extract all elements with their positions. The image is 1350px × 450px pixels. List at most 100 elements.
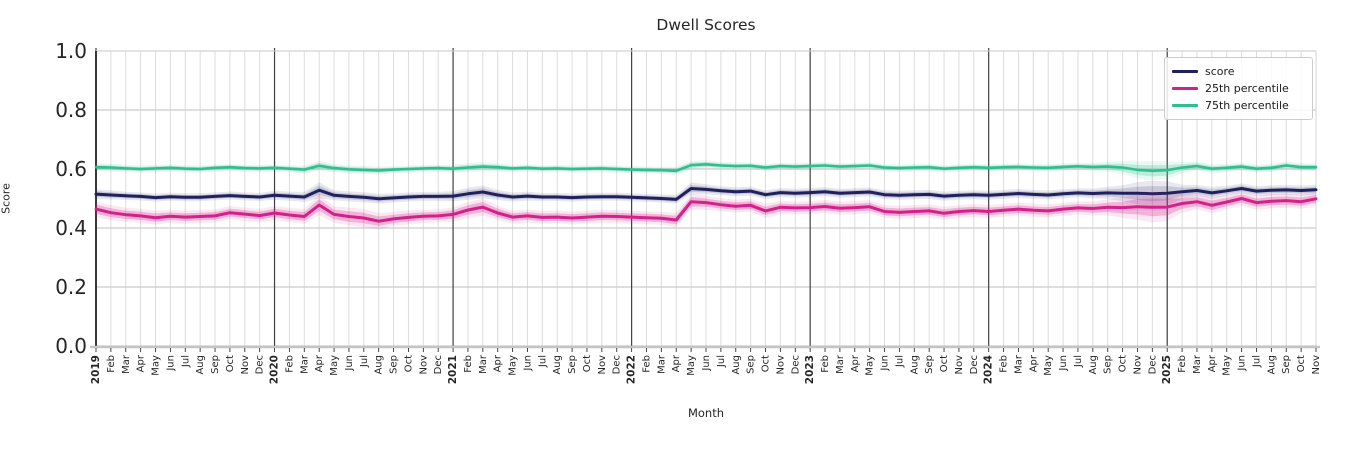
x-tick-month: Oct	[1118, 355, 1129, 372]
x-tick-month: Dec	[612, 355, 623, 374]
x-tick-month: Jun	[522, 355, 533, 372]
x-tick-month: Apr	[314, 354, 325, 372]
x-tick-month: Nov	[418, 355, 429, 375]
x-tick-month: Jun	[344, 355, 355, 372]
legend-item-75th-percentile: 75th percentile	[1172, 97, 1305, 114]
x-tick-month: Jul	[359, 355, 370, 368]
x-tick-month: Mar	[1013, 354, 1024, 374]
x-tick-month: May	[1043, 355, 1054, 376]
series-25th-percentile	[94, 191, 1318, 230]
x-tick-month: Jul	[1251, 355, 1262, 368]
x-axis-label: Month	[687, 406, 725, 420]
x-tick-month: Sep	[746, 355, 757, 374]
x-tick-month: May	[151, 355, 162, 376]
x-tick-month: Feb	[999, 355, 1010, 373]
x-tick-month: Jul	[894, 355, 905, 368]
y-tick: 0.0	[55, 334, 87, 358]
x-tick-month: Jul	[1073, 355, 1084, 368]
x-tick-month: Mar	[478, 354, 489, 374]
x-tick-year: 2021	[447, 355, 459, 384]
x-tick-month: Mar	[656, 354, 667, 374]
x-tick-month: Apr	[850, 354, 861, 372]
x-tick-month: Apr	[1028, 354, 1039, 372]
x-tick-month: Aug	[731, 355, 742, 375]
score-confidence-band	[96, 180, 1316, 207]
x-tick-month: May	[1222, 355, 1233, 376]
x-tick-month: Sep	[210, 355, 221, 374]
x-tick-month: Jul	[537, 355, 548, 368]
score-line-swatch	[1172, 70, 1198, 73]
75th-percentile-confidence-band	[96, 161, 1316, 177]
percentile75-line-swatch	[1172, 104, 1198, 107]
x-tick-month: Apr	[671, 354, 682, 372]
x-tick-month: Sep	[1281, 355, 1292, 374]
x-tick-month: Sep	[924, 355, 935, 374]
x-tick-year: 2020	[269, 355, 281, 384]
y-tick: 0.2	[55, 275, 87, 299]
legend-label-25th-percentile: 25th percentile	[1205, 82, 1289, 95]
x-tick-month: Aug	[374, 355, 385, 375]
x-tick-month: May	[508, 355, 519, 376]
x-tick-month: Mar	[1192, 354, 1203, 374]
x-tick-month: Nov	[597, 355, 608, 375]
x-tick-month: May	[329, 355, 340, 376]
x-tick-month: Apr	[1207, 354, 1218, 372]
y-tick-labels: 0.0 0.2 0.4 0.6 0.8 1.0	[55, 39, 87, 358]
x-tick-month: Oct	[582, 355, 593, 372]
75th-percentile-line	[94, 163, 1318, 173]
x-tick-month: Feb	[463, 355, 474, 373]
x-tick-month: Oct	[225, 355, 236, 372]
x-tick-month: Aug	[909, 355, 920, 375]
x-tick-month: Sep	[567, 355, 578, 374]
x-tick-month: Dec	[255, 355, 266, 374]
x-tick-month: Jun	[1237, 355, 1248, 372]
score-line	[94, 187, 1318, 201]
x-tick-year: 2025	[1161, 355, 1173, 384]
x-tick-month: Nov	[954, 355, 965, 375]
series-75th-percentile	[94, 160, 1318, 181]
x-tick-month: Nov	[775, 355, 786, 375]
x-tick-month: Jul	[716, 355, 727, 368]
series-score	[94, 180, 1318, 207]
percentile25-line-swatch	[1172, 87, 1198, 90]
x-tick-month: Jun	[1058, 355, 1069, 372]
x-tick-month: Oct	[939, 355, 950, 372]
legend: score 25th percentile 75th percentile	[1164, 57, 1313, 120]
x-tick-month: Sep	[1103, 355, 1114, 374]
legend-label-score: score	[1205, 65, 1235, 78]
x-tick-month: Oct	[761, 355, 772, 372]
month-gridlines	[110, 51, 1317, 346]
x-tick-year: 2023	[804, 355, 816, 384]
y-tick: 1.0	[55, 39, 87, 63]
x-tick-year: 2024	[983, 355, 995, 384]
x-tick-month: Oct	[1296, 355, 1307, 372]
x-tick-month: Oct	[403, 355, 414, 372]
x-tick-labels: 2019 Feb Mar Apr May Jun Jul Aug Sep Oct Nov Dec 202…	[90, 348, 1322, 384]
x-tick-month: Feb	[1177, 355, 1188, 373]
75th-percentile-confidence-band	[96, 160, 1316, 181]
x-tick-month: Nov	[1311, 355, 1322, 375]
x-tick-month: Dec	[790, 355, 801, 374]
x-tick-month: Nov	[1132, 355, 1143, 375]
x-tick-month: Dec	[1147, 355, 1158, 374]
x-tick-month: Aug	[1266, 355, 1277, 375]
y-tick: 0.6	[55, 157, 87, 181]
x-tick-month: Nov	[240, 355, 251, 375]
legend-label-75th-percentile: 75th percentile	[1205, 99, 1289, 112]
chart-title: Dwell Scores	[656, 16, 756, 34]
x-tick-month: Jun	[165, 355, 176, 372]
x-tick-year: 2019	[90, 355, 102, 384]
x-tick-month: Aug	[195, 355, 206, 375]
x-tick-month: Apr	[136, 354, 147, 372]
x-tick-month: May	[686, 355, 697, 376]
x-tick-month: Mar	[835, 354, 846, 374]
25th-percentile-confidence-band	[96, 191, 1316, 230]
x-tick-month: Apr	[493, 354, 504, 372]
x-tick-month: Jul	[180, 355, 191, 368]
x-tick-month: Feb	[106, 355, 117, 373]
x-tick-month: Feb	[284, 355, 295, 373]
legend-item-25th-percentile: 25th percentile	[1172, 80, 1305, 97]
x-tick-month: May	[865, 355, 876, 376]
